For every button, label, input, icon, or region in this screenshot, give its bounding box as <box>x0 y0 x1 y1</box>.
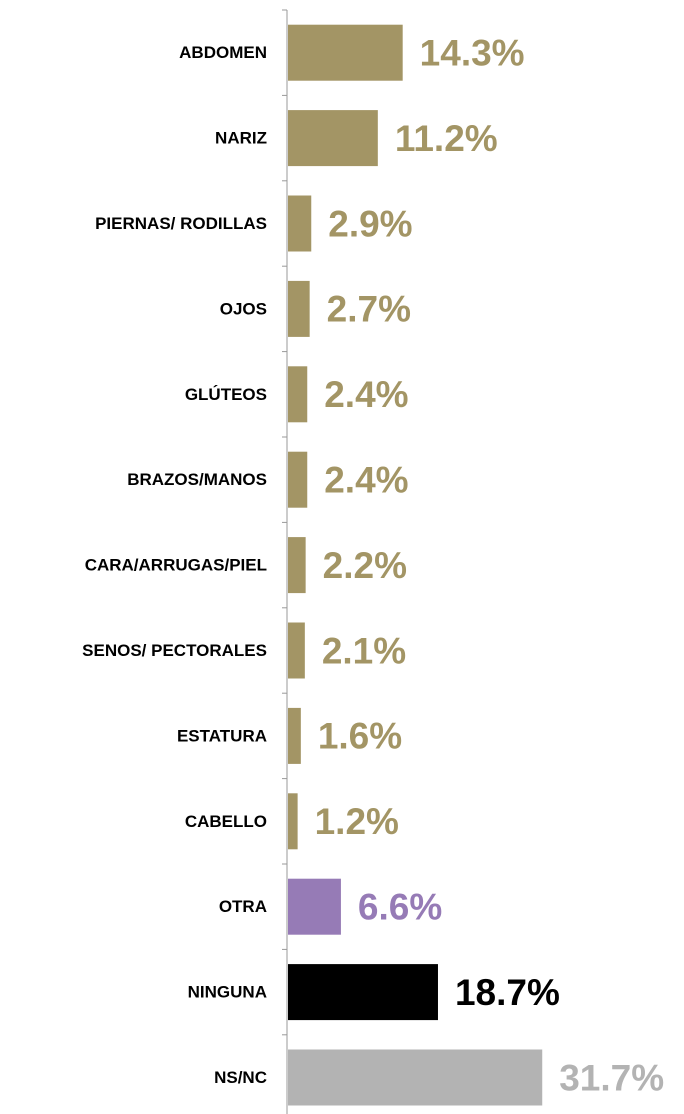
category-label: CARA/ARRUGAS/PIEL <box>85 556 267 575</box>
bar <box>288 280 310 337</box>
value-label: 2.2% <box>323 545 407 586</box>
value-label: 2.1% <box>322 630 406 671</box>
value-label: 2.4% <box>324 459 408 500</box>
value-label: 1.6% <box>318 716 402 757</box>
bar <box>288 1049 543 1106</box>
category-label: NARIZ <box>215 129 267 148</box>
value-label: 18.7% <box>455 972 560 1013</box>
bar <box>288 964 438 1021</box>
bar <box>288 110 378 167</box>
category-label: GLÚTEOS <box>185 385 267 404</box>
value-label: 1.2% <box>315 801 399 842</box>
bar <box>288 366 308 423</box>
category-label: BRAZOS/MANOS <box>127 470 267 489</box>
value-label: 11.2% <box>395 118 498 159</box>
category-label: PIERNAS/ RODILLAS <box>95 214 267 233</box>
value-label: 2.4% <box>324 374 408 415</box>
category-label: ESTATURA <box>177 726 267 745</box>
category-label: OJOS <box>220 299 267 318</box>
bar <box>288 878 341 935</box>
bar <box>288 537 306 594</box>
category-label: OTRA <box>219 897 267 916</box>
category-label: SENOS/ PECTORALES <box>82 641 267 660</box>
bar <box>288 195 312 252</box>
category-label: CABELLO <box>185 812 267 831</box>
category-label: NINGUNA <box>188 983 267 1002</box>
bar <box>288 622 305 679</box>
bar <box>288 793 298 850</box>
value-label: 2.7% <box>327 289 411 330</box>
value-label: 31.7% <box>559 1057 664 1098</box>
category-label: ABDOMEN <box>179 43 267 62</box>
bar <box>288 24 403 81</box>
value-label: 2.9% <box>328 203 412 244</box>
bar <box>288 451 308 508</box>
bar <box>288 707 301 764</box>
value-label: 6.6% <box>358 886 442 927</box>
value-label: 14.3% <box>420 32 525 73</box>
category-label: NS/NC <box>214 1068 267 1087</box>
